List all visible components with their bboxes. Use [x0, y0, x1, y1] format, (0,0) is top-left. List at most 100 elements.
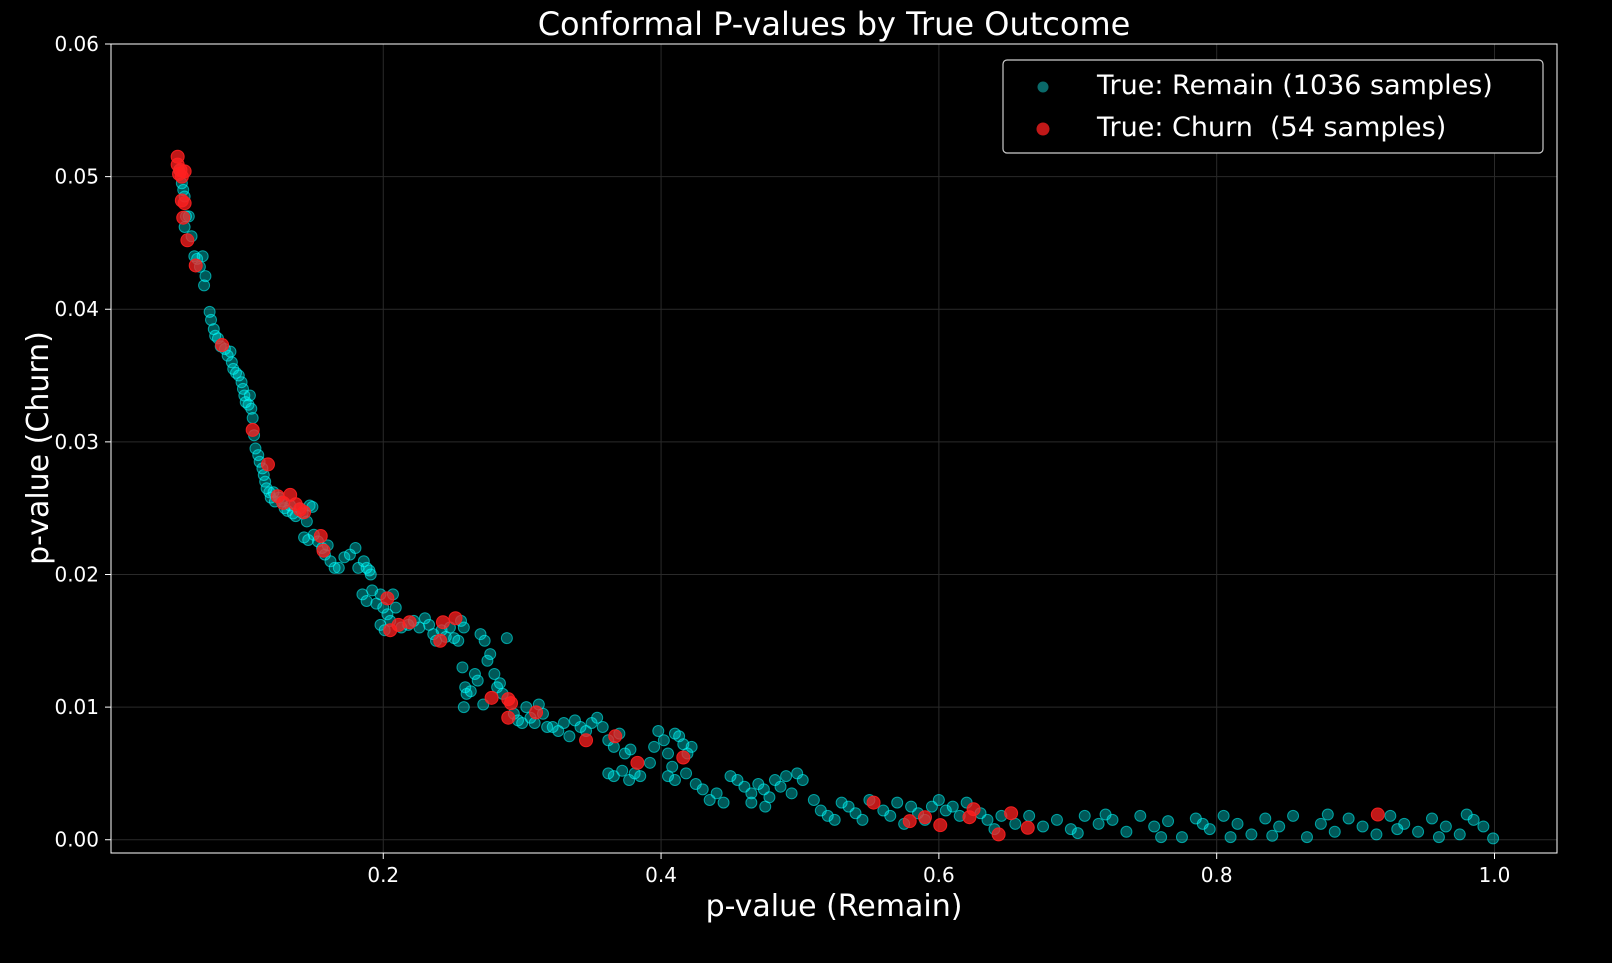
remain-point — [1224, 831, 1237, 844]
remain-point — [360, 595, 373, 608]
remain-point — [591, 711, 604, 724]
remain-point — [246, 411, 259, 424]
churn-point — [676, 750, 691, 765]
remain-point — [796, 774, 809, 787]
churn-point — [1370, 807, 1385, 822]
remain-point — [1370, 828, 1383, 841]
churn-point — [933, 818, 948, 833]
x-tick-label: 0.6 — [923, 863, 955, 887]
churn-point — [902, 814, 917, 829]
remain-point — [1477, 820, 1490, 833]
remain-point — [471, 674, 484, 687]
y-tick-label: 0.05 — [54, 165, 99, 189]
remain-point — [245, 402, 258, 415]
remain-point — [856, 813, 869, 826]
gridlines — [111, 43, 1557, 853]
remain-point — [1460, 808, 1473, 821]
remain-point — [493, 677, 506, 690]
y-tick-label: 0.02 — [54, 562, 99, 586]
x-axis: 0.2 0.4 0.6 0.8 1.0 — [367, 853, 1510, 887]
remain-point — [1300, 831, 1313, 844]
remain-point — [1425, 812, 1438, 825]
legend: True: Remain (1036 samples) True: Churn … — [1002, 59, 1544, 154]
remain-point — [364, 568, 377, 581]
remain-point — [828, 813, 841, 826]
remain-point — [759, 800, 772, 813]
remain-point — [418, 612, 431, 625]
y-tick-label: 0.01 — [54, 695, 99, 719]
x-tick-label: 0.8 — [1201, 863, 1233, 887]
remain-point — [381, 608, 394, 621]
remain-point — [981, 813, 994, 826]
remain-point — [338, 551, 351, 564]
remain-point — [662, 770, 675, 783]
plot-frame — [110, 43, 1558, 854]
remain-point — [1099, 808, 1112, 821]
remain-point — [780, 770, 793, 783]
remain-point — [1328, 825, 1341, 838]
remain-point — [624, 743, 637, 756]
remain-point — [196, 250, 209, 263]
churn-point — [188, 258, 203, 273]
remain-point — [717, 796, 730, 809]
remain-point — [563, 730, 576, 743]
remain-point — [1273, 820, 1286, 833]
y-tick-label: 0.03 — [54, 430, 99, 454]
x-tick-label: 0.4 — [645, 863, 677, 887]
churn-point — [608, 729, 623, 744]
remain-point — [648, 740, 661, 753]
churn-point — [579, 733, 594, 748]
remain-point — [205, 313, 218, 326]
remain-point — [457, 621, 470, 634]
churn-point — [1004, 806, 1019, 821]
remain-point — [596, 721, 609, 734]
remain-point — [557, 717, 570, 730]
remain-point — [807, 793, 820, 806]
remain-point — [946, 800, 959, 813]
chart-title: Conformal P-values by True Outcome — [538, 5, 1131, 43]
remain-point — [745, 787, 758, 800]
plot-marks — [170, 149, 1500, 845]
churn-point — [176, 210, 191, 225]
churn-point — [260, 457, 275, 472]
legend-label-remain: True: Remain (1036 samples) — [1096, 70, 1493, 101]
remain-point — [1287, 809, 1300, 822]
remain-point — [1412, 825, 1425, 838]
remain-point — [389, 601, 402, 614]
churn-point — [1020, 820, 1035, 835]
remain-point — [724, 770, 737, 783]
churn-point — [529, 705, 544, 720]
remain-point — [932, 793, 945, 806]
remain-point — [884, 809, 897, 822]
x-tick-label: 1.0 — [1479, 863, 1511, 887]
remain-point — [1487, 832, 1500, 845]
remain-point — [478, 634, 491, 647]
churn-point — [917, 810, 932, 825]
remain-point — [1092, 817, 1105, 830]
remain-point — [1037, 820, 1050, 833]
remain-point — [332, 561, 345, 574]
churn-point — [245, 422, 260, 437]
remain-point — [1071, 827, 1084, 840]
remain-point — [835, 796, 848, 809]
remain-point — [1134, 809, 1147, 822]
legend-box — [1002, 59, 1544, 154]
churn-point — [215, 338, 230, 353]
remain-point — [1162, 815, 1175, 828]
remain-point — [643, 756, 656, 769]
legend-marker-remain — [1037, 81, 1049, 93]
churn-point — [380, 591, 395, 606]
remain-point — [1321, 808, 1334, 821]
remain-point — [939, 804, 952, 817]
remain-point — [680, 767, 693, 780]
remain-point — [1439, 820, 1452, 833]
remain-point — [1175, 831, 1188, 844]
remain-point — [456, 661, 469, 674]
remain-point — [1064, 823, 1077, 836]
churn-point — [180, 233, 195, 248]
remain-point — [481, 654, 494, 667]
remain-point — [662, 747, 675, 760]
remain-point — [616, 764, 629, 777]
remain-point — [774, 780, 787, 793]
remain-point — [745, 796, 758, 809]
